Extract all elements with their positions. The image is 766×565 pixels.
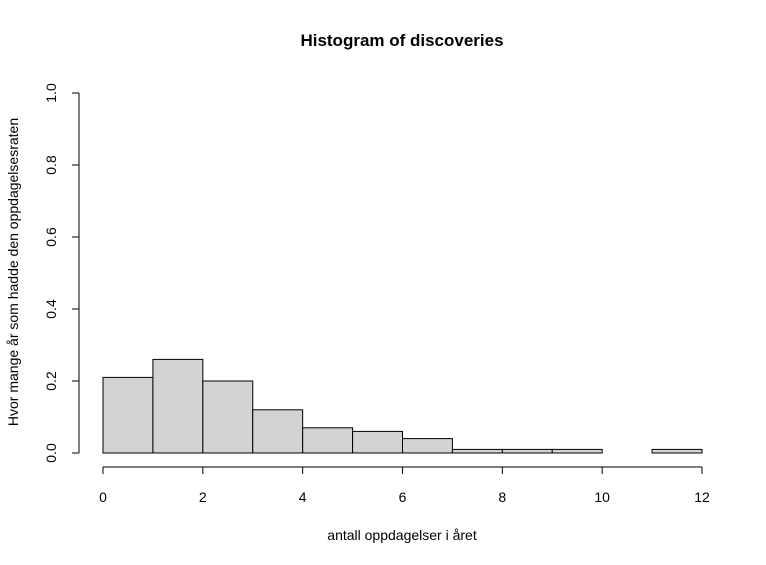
y-axis-label: Hvor mange år som hadde den oppdagelsesr… <box>5 118 21 426</box>
x-tick-label: 4 <box>299 489 307 505</box>
y-tick-label: 0.6 <box>43 227 59 247</box>
histogram-bar <box>252 409 304 454</box>
chart-title: Histogram of discoveries <box>300 31 503 50</box>
y-tick-label: 0.8 <box>43 155 59 175</box>
y-tick-label: 0.2 <box>43 371 59 391</box>
histogram-bar <box>202 380 254 454</box>
x-tick-label: 0 <box>99 489 107 505</box>
x-tick-label: 8 <box>498 489 506 505</box>
x-tick-label: 12 <box>694 489 710 505</box>
y-axis: 0.0 0.2 0.4 0.6 0.8 1.0 <box>43 83 80 463</box>
histogram-bar <box>102 376 154 454</box>
y-tick-label: 0.0 <box>43 443 59 463</box>
histogram-bar <box>551 448 603 454</box>
x-axis-label: antall oppdagelser i året <box>327 527 477 543</box>
histogram-bar <box>501 448 553 454</box>
x-tick-label: 10 <box>594 489 610 505</box>
histogram-bar <box>451 448 503 454</box>
bars-group <box>102 358 703 454</box>
x-tick-label: 2 <box>199 489 207 505</box>
x-axis: 0 2 4 6 8 10 12 <box>99 466 710 505</box>
histogram-bar <box>651 448 703 454</box>
histogram-bar <box>352 430 404 454</box>
histogram-bar <box>302 427 354 454</box>
histogram-bar <box>152 358 204 454</box>
histogram-bar <box>402 438 453 454</box>
y-tick-label: 0.4 <box>43 299 59 319</box>
x-tick-label: 6 <box>399 489 407 505</box>
y-tick-label: 1.0 <box>43 83 59 103</box>
